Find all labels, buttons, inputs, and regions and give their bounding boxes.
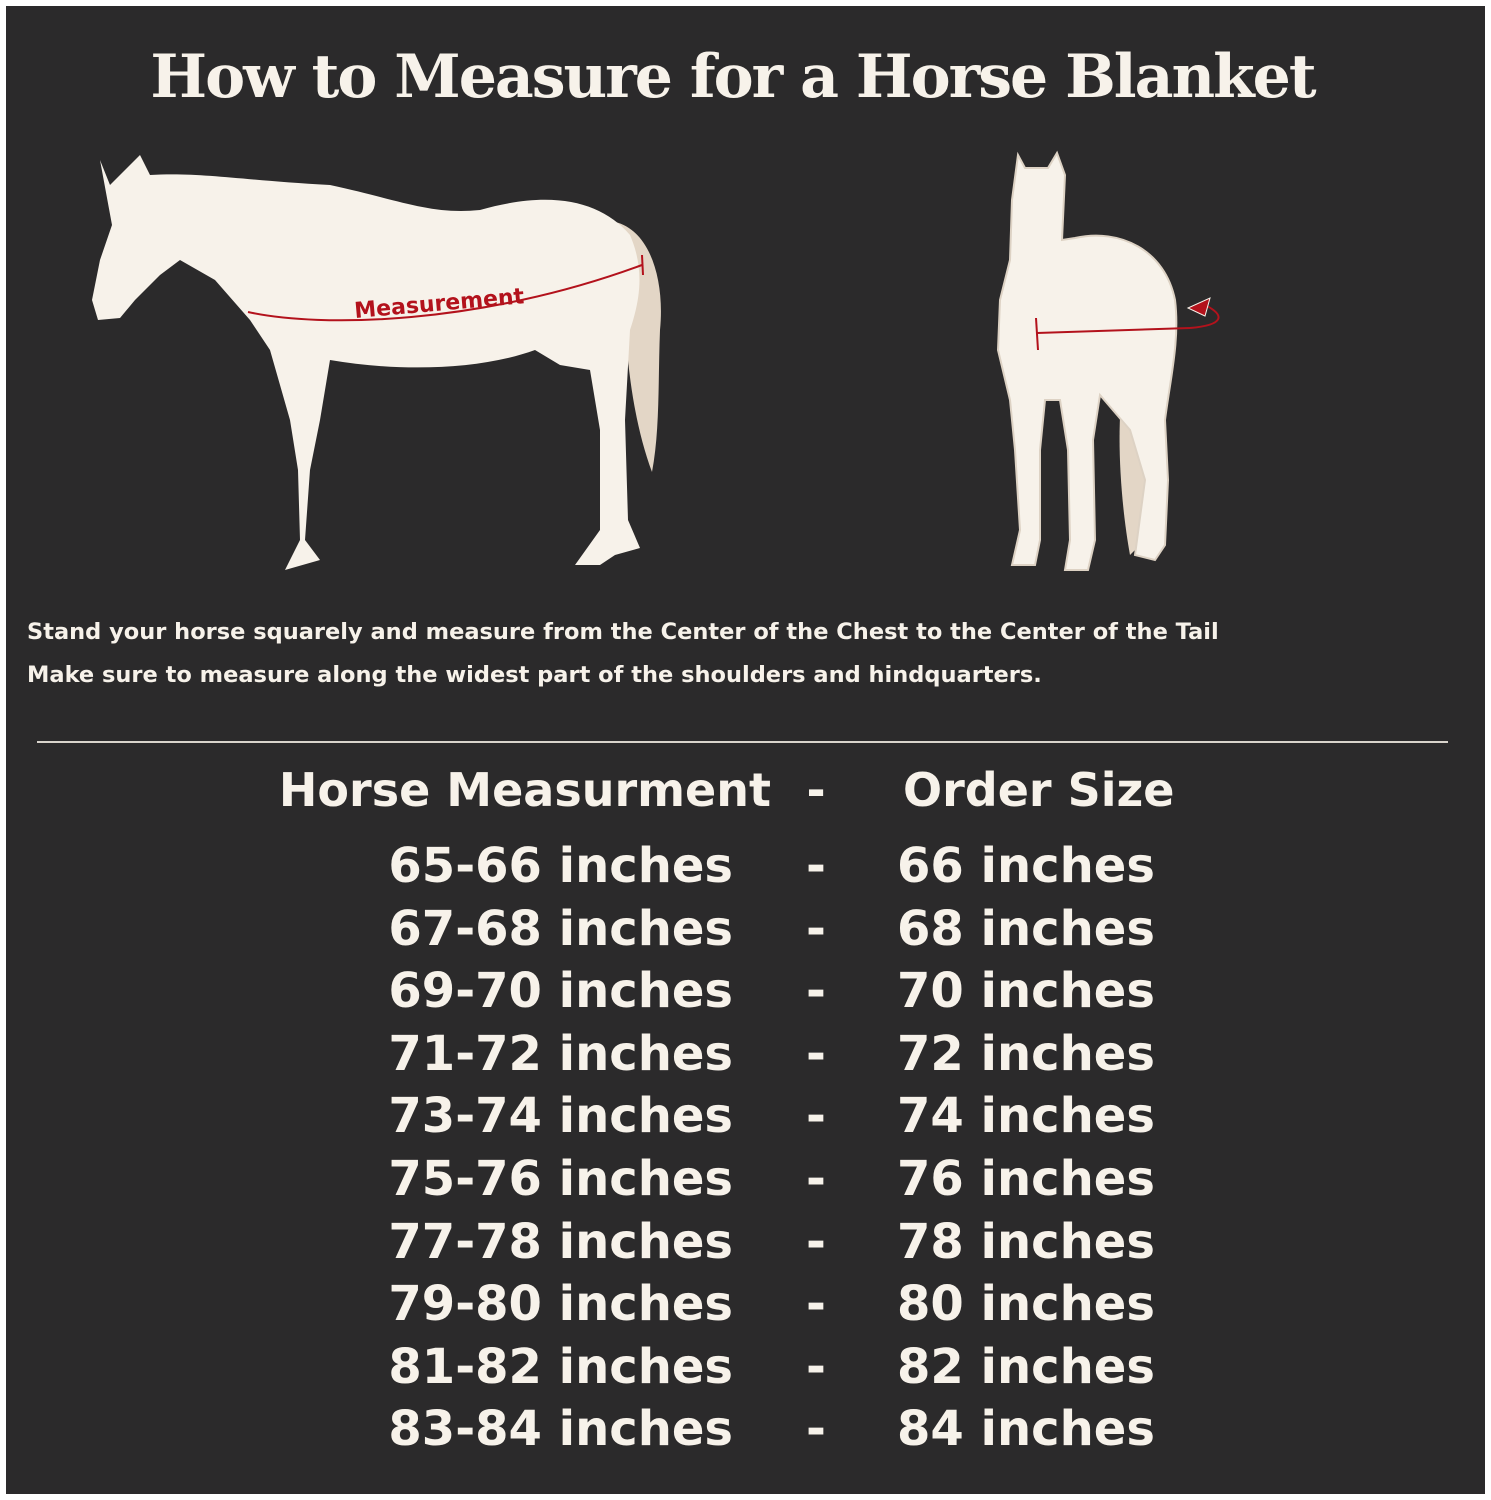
table-row: 83-84 inches - 84 inches: [0, 1401, 1491, 1463]
separator: -: [806, 838, 826, 894]
wrap-arrow-icon: [1189, 304, 1220, 329]
order-size: 84 inches: [897, 1401, 1155, 1458]
table-header: Horse Measurment - Order Size: [0, 763, 1491, 825]
order-size: 68 inches: [897, 900, 1155, 957]
horse-measurement: 81-82 inches: [388, 1338, 733, 1395]
separator: -: [806, 1025, 826, 1082]
order-size: 70 inches: [897, 963, 1155, 1020]
header-separator: -: [806, 763, 826, 817]
table-row: 65-66 inches - 66 inches: [0, 838, 1491, 900]
horse-measurement: 75-76 inches: [388, 1151, 733, 1207]
separator: -: [806, 1213, 826, 1270]
horse-measurement: 73-74 inches: [388, 1088, 733, 1145]
side-horse-body: [92, 155, 640, 570]
front-view-horse: [996, 150, 1220, 571]
separator: -: [806, 900, 826, 957]
separator: -: [806, 1088, 826, 1145]
horse-measurement: 79-80 inches: [388, 1276, 733, 1333]
table-row: 79-80 inches - 80 inches: [0, 1276, 1491, 1338]
measurement-tick: [641, 254, 644, 276]
order-size: 78 inches: [897, 1213, 1155, 1270]
table-row: 67-68 inches - 68 inches: [0, 901, 1491, 963]
separator: -: [806, 1276, 826, 1333]
order-size: 76 inches: [897, 1151, 1155, 1207]
arrowhead-icon: [1186, 297, 1211, 317]
horse-illustrations: Measurement: [92, 150, 1220, 571]
table-row: 77-78 inches - 78 inches: [0, 1214, 1491, 1276]
horse-measurement: 77-78 inches: [388, 1213, 733, 1270]
page-title: How to Measure for a Horse Blanket: [150, 42, 1316, 112]
table-row: 71-72 inches - 72 inches: [0, 1026, 1491, 1088]
front-measurement-tick: [1035, 317, 1039, 351]
header-order-size: Order Size: [903, 763, 1175, 817]
separator: -: [806, 1151, 826, 1207]
table-row: 69-70 inches - 70 inches: [0, 963, 1491, 1025]
side-view-horse: Measurement: [92, 155, 661, 570]
order-size: 72 inches: [897, 1025, 1155, 1082]
order-size: 82 inches: [897, 1338, 1155, 1395]
table-row: 75-76 inches - 76 inches: [0, 1151, 1491, 1213]
divider: [37, 741, 1448, 743]
horse-measurement: 67-68 inches: [388, 900, 733, 957]
order-size: 66 inches: [897, 838, 1155, 894]
separator: -: [806, 1338, 826, 1395]
separator: -: [806, 1401, 826, 1458]
horse-measurement: 71-72 inches: [388, 1025, 733, 1082]
instruction-line-2: Make sure to measure along the widest pa…: [27, 662, 1042, 688]
table-row: 81-82 inches - 82 inches: [0, 1339, 1491, 1401]
front-measurement-line: [1036, 327, 1191, 334]
header-measurement: Horse Measurment: [278, 763, 771, 817]
order-size: 74 inches: [897, 1088, 1155, 1145]
horse-measurement: 69-70 inches: [388, 963, 733, 1020]
horse-measurement: 83-84 inches: [388, 1401, 733, 1458]
separator: -: [806, 963, 826, 1020]
table-row: 73-74 inches - 74 inches: [0, 1088, 1491, 1150]
measurement-line: [247, 264, 643, 322]
instruction-line-1: Stand your horse squarely and measure fr…: [27, 619, 1219, 645]
front-horse-body: [996, 150, 1178, 571]
horse-measurement: 65-66 inches: [388, 838, 733, 894]
order-size: 80 inches: [897, 1276, 1155, 1333]
